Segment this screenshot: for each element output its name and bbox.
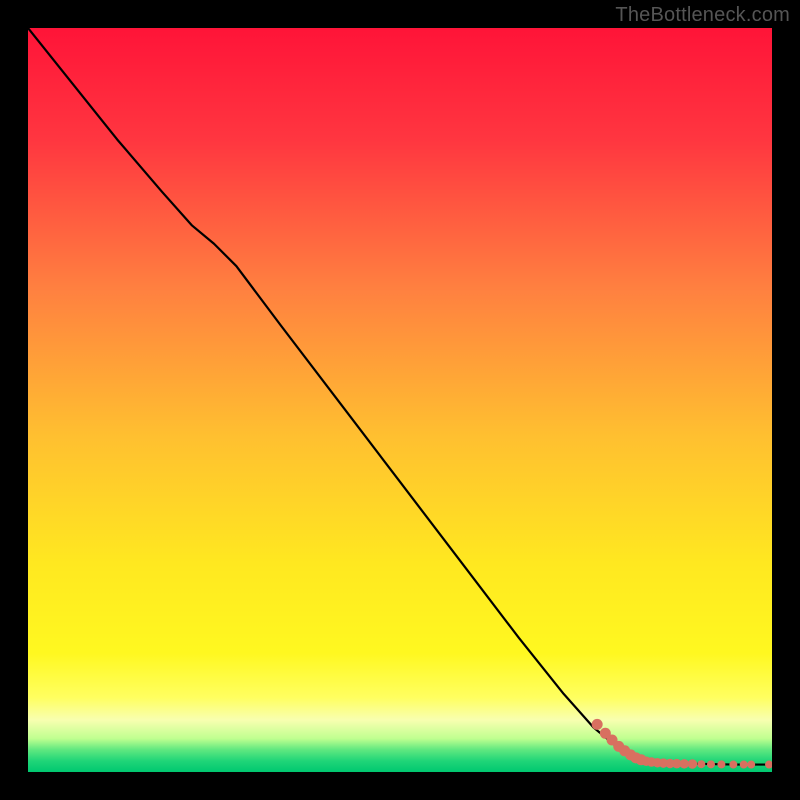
scatter-point xyxy=(740,761,748,769)
watermark-text: TheBottleneck.com xyxy=(615,4,790,27)
scatter-point xyxy=(688,759,698,769)
scatter-point xyxy=(679,759,689,769)
scatter-point xyxy=(729,761,737,769)
chart-plot-area xyxy=(28,28,772,772)
scatter-point xyxy=(697,760,705,768)
chart-background xyxy=(28,28,772,772)
chart-svg xyxy=(28,28,772,772)
scatter-point xyxy=(707,760,715,768)
scatter-point xyxy=(717,760,725,768)
scatter-point xyxy=(592,719,603,730)
scatter-point xyxy=(747,761,755,769)
